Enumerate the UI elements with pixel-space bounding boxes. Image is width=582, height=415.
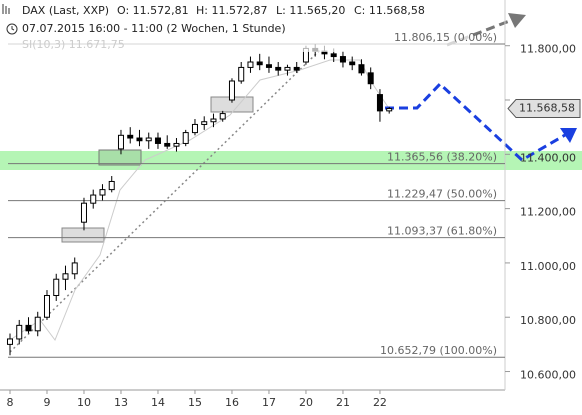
projection-line xyxy=(446,18,513,47)
projection-arrow xyxy=(508,13,526,28)
candle-body xyxy=(117,134,124,150)
candle-body xyxy=(219,113,226,120)
fib-label: 11.806,15 (0.00%) xyxy=(394,31,497,44)
candle-body xyxy=(238,66,245,82)
fib-label: 11.093,37 (61.80%) xyxy=(387,225,497,238)
candle-body xyxy=(210,118,217,123)
gap-box xyxy=(98,149,142,166)
candle-body xyxy=(339,56,346,63)
y-tick-label: 11.000,00 xyxy=(520,260,576,273)
chart-icon xyxy=(2,4,10,14)
x-tick-label: 14 xyxy=(151,396,165,409)
y-tick-label: 11.400,00 xyxy=(520,151,576,164)
projection-line xyxy=(385,81,566,162)
candle-body xyxy=(182,132,189,144)
projection-arrow xyxy=(560,128,577,143)
candle-body xyxy=(201,121,208,125)
y-tick-label: 10.600,00 xyxy=(520,369,576,382)
x-tick-label: 10 xyxy=(77,396,91,409)
candle-body xyxy=(256,61,263,66)
x-tick-label: 8 xyxy=(6,396,13,409)
candle-body xyxy=(99,189,106,196)
x-tick-label: 13 xyxy=(114,396,128,409)
ohlc-label: C: 11.568,58 xyxy=(354,4,425,17)
y-tick-label: 11.200,00 xyxy=(520,206,576,219)
candle-body xyxy=(191,123,198,134)
gap-box xyxy=(61,227,105,243)
candle-body xyxy=(358,64,365,74)
candle-body xyxy=(367,72,374,85)
ohlc-label: L: 11.565,20 xyxy=(276,4,345,17)
candle-body xyxy=(154,137,161,144)
fib-label: 11.365,56 (38.20%) xyxy=(387,151,497,164)
candle-body xyxy=(25,324,32,332)
ohlc-label: H: 11.572,87 xyxy=(196,4,267,17)
candle-body xyxy=(349,61,356,66)
candle-body xyxy=(247,61,254,68)
x-tick-label: 20 xyxy=(299,396,313,409)
candle-body xyxy=(376,94,383,112)
candle-body xyxy=(284,66,291,71)
candle-body xyxy=(173,142,180,147)
y-tick-label: 12.000,00 xyxy=(520,0,576,1)
x-tick-label: 21 xyxy=(336,396,350,409)
candle-body xyxy=(16,324,23,340)
subtitle: 07.07.2015 16:00 - 11:00 (2 Wochen, 1 St… xyxy=(22,22,286,35)
title: DAX (Last, XXP) xyxy=(22,4,109,17)
indicator-label: SI(10,3) 11.671,75 xyxy=(22,38,125,51)
header-backdrop xyxy=(0,0,470,52)
ohlc-label: O: 11.572,81 xyxy=(117,4,189,17)
candle-body xyxy=(34,316,41,332)
candle-body xyxy=(108,180,115,191)
last-price-box xyxy=(507,99,581,119)
candle-body xyxy=(164,142,171,147)
x-tick-label: 17 xyxy=(262,396,276,409)
fib-label: 11.229,47 (50.00%) xyxy=(387,188,497,201)
indicator-line xyxy=(9,59,391,342)
candle-body xyxy=(71,262,78,275)
y-tick-label: 10.800,00 xyxy=(520,314,576,327)
candle-body xyxy=(62,273,69,280)
x-tick-label: 9 xyxy=(43,396,50,409)
candle-body xyxy=(145,137,152,142)
candle-body xyxy=(275,66,282,71)
candle-body xyxy=(43,295,50,318)
candle-body xyxy=(90,194,97,204)
clock-icon xyxy=(6,23,18,35)
fib-label: 10.652,79 (100.00%) xyxy=(380,344,497,357)
candle-body xyxy=(228,80,235,101)
candle-body xyxy=(265,64,272,68)
clock-icon xyxy=(11,26,15,31)
candle-body xyxy=(386,108,393,112)
candle-body xyxy=(80,202,87,223)
candle-body xyxy=(293,66,300,71)
candle-body xyxy=(330,53,337,58)
x-tick-label: 15 xyxy=(188,396,202,409)
y-tick-label: 11.800,00 xyxy=(520,43,576,56)
candle-body xyxy=(53,278,60,297)
last-price-label: 11.568,58 xyxy=(519,102,575,115)
x-tick-label: 22 xyxy=(373,396,387,409)
support-zone xyxy=(0,151,582,170)
x-tick-label: 16 xyxy=(225,396,239,409)
candle-body xyxy=(127,134,134,139)
candle-body xyxy=(6,338,13,345)
candle-body xyxy=(136,137,143,142)
